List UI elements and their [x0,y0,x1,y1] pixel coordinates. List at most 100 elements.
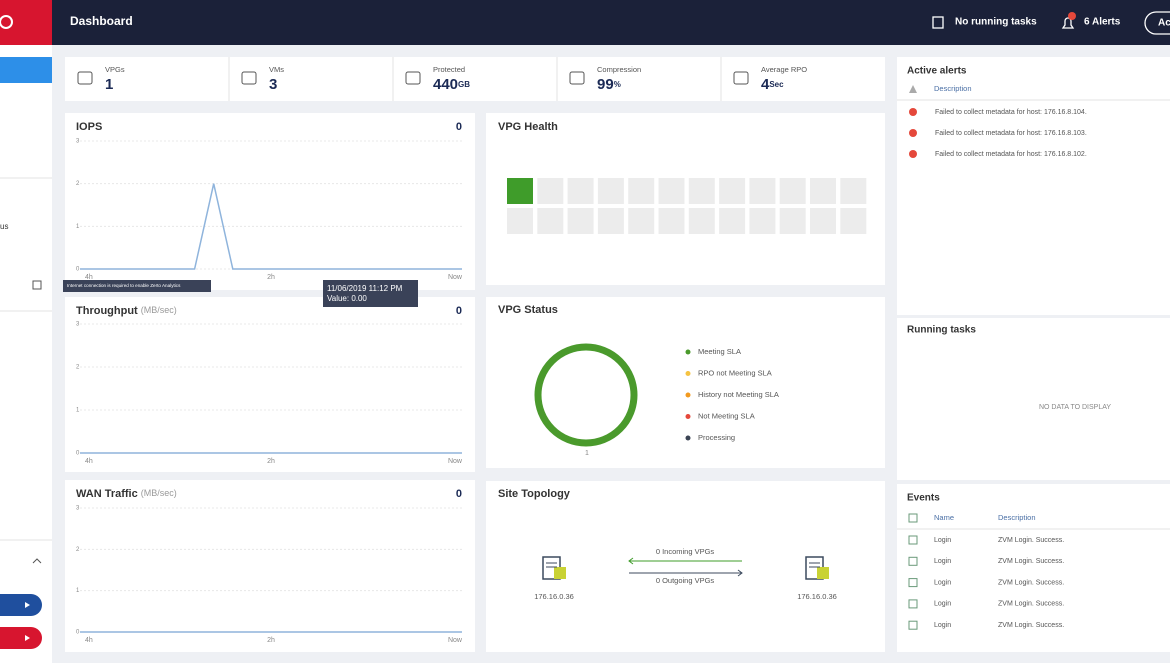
health-cell [719,178,746,204]
sidebar-button[interactable] [0,594,42,616]
health-cell [749,178,776,204]
panel-title: Throughput (MB/sec) [76,305,177,317]
panel [486,297,885,468]
health-cell [840,178,867,204]
external-link-icon[interactable] [32,280,42,290]
y-tick-label: 0 [76,630,80,636]
sidebar-item[interactable]: us [0,222,8,231]
panel-title: VPG Status [498,304,558,316]
health-cell [567,178,594,204]
y-tick-label: 3 [76,506,80,512]
x-tick-label: 2h [267,274,275,281]
legend-dot [685,392,691,398]
alerts-link[interactable]: 6 Alerts [1084,17,1121,28]
health-cell [628,178,655,204]
error-icon [909,129,917,137]
series-line [80,183,462,270]
tile-unit: % [614,80,621,89]
health-cell [658,178,685,204]
y-tick-label: 2 [76,365,80,371]
y-tick-label: 1 [76,588,80,594]
y-tick-label: 3 [76,322,80,328]
panel [897,318,1170,480]
legend-dot [685,349,691,355]
event-cell: Login [934,579,951,586]
health-cell [840,208,867,234]
panel-title: WAN Traffic (MB/sec) [76,488,177,500]
tile-value: 4Sec [761,76,784,93]
panel [65,113,475,290]
tile-unit: Sec [769,80,784,89]
y-tick-label: 2 [76,547,80,553]
sidebar-selected[interactable] [0,57,52,83]
x-tick-label: 4h [85,274,93,281]
tile-value: 1 [105,76,113,93]
health-cell [688,178,715,204]
tooltip-text: 11/06/2019 11:12 PM [327,284,403,293]
panel-title: IOPS [76,121,102,133]
health-cell [688,208,715,234]
tile-label: Compression [597,65,641,74]
y-tick-label: 3 [76,139,80,145]
incoming-arrow [628,557,742,565]
health-cell [779,178,806,204]
chart-title: WAN Traffic [76,488,138,500]
tooltip-text: Internet connection is required to enabl… [67,283,181,288]
health-cell [810,208,836,234]
tooltip-text: Value: 0.00 [327,294,367,303]
site-name: 176.16.0.36 [534,592,574,601]
legend-dot [685,414,691,419]
site-icon [542,556,566,580]
column-header: Name [934,513,954,522]
x-tick-label: 4h [85,458,93,465]
tile-icon [77,71,93,85]
tile-number: 440 [433,76,458,93]
tile-number: 3 [269,76,277,93]
tile-label: VMs [269,65,284,74]
logo-mark [0,15,13,29]
outgoing-arrow [629,569,743,577]
logo[interactable] [0,0,52,45]
y-tick-label: 1 [76,224,80,230]
status-ring [534,343,638,447]
tile-label: Average RPO [761,65,807,74]
action-button-label: Ac [1158,18,1170,29]
legend-dot [685,371,691,376]
health-cell [507,178,533,204]
legend-label: Meeting SLA [698,347,741,356]
event-cell: ZVM Login. Success. [998,601,1064,608]
collapse-icon[interactable] [32,558,42,564]
check-icon [908,556,918,566]
check-icon [908,578,918,588]
health-cell [628,208,655,234]
tile-label: VPGs [105,65,125,74]
panel [65,480,475,652]
y-tick-label: 0 [76,451,80,457]
tasks-link[interactable]: No running tasks [955,17,1037,28]
health-cell [810,178,836,204]
tile-value: 99% [597,76,621,93]
sidebar-button[interactable] [0,627,42,649]
x-tick-label: 4h [85,637,93,644]
panel-title: Site Topology [498,488,571,500]
health-cell [507,208,533,234]
check-icon [908,513,918,523]
site-name: 176.16.0.36 [797,592,837,601]
tile-number: 4 [761,76,770,93]
legend-label: Processing [698,433,735,442]
health-cell [749,208,776,234]
panel-title: Running tasks [907,325,976,336]
action-button[interactable] [1144,11,1170,35]
health-cell [567,208,594,234]
tile-unit: GB [458,80,470,89]
x-tick-label: Now [448,637,463,644]
page-title: Dashboard [70,14,133,28]
event-cell: Login [934,558,951,565]
sidebar [0,45,52,663]
tile-number: 1 [105,76,113,93]
alert-text: Failed to collect metadata for host: 176… [935,151,1087,158]
y-tick-label: 0 [76,267,80,273]
top-bar [0,0,1170,45]
health-cell [537,208,564,234]
check-icon [908,599,918,609]
